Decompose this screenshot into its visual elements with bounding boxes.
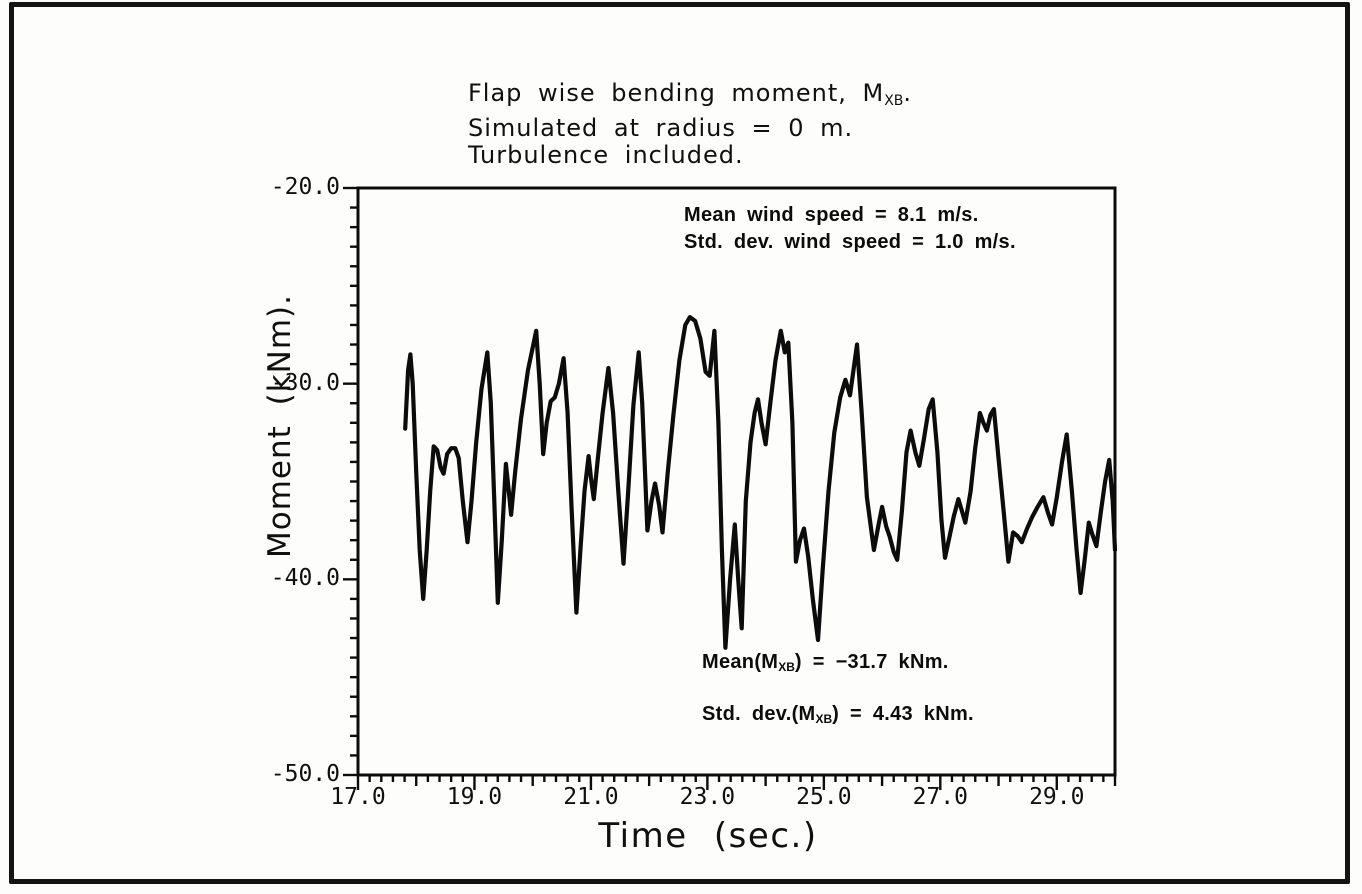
y-tick-label: -30.0 bbox=[270, 369, 340, 396]
std-subscript: XB bbox=[815, 712, 833, 726]
y-tick-label: -50.0 bbox=[270, 761, 340, 787]
x-tick-label: 17.0 bbox=[330, 784, 386, 810]
x-tick-label: 21.0 bbox=[563, 784, 619, 810]
x-tick-label: 25.0 bbox=[796, 784, 852, 810]
x-tick-label: 19.0 bbox=[446, 784, 503, 810]
mean-subscript: XB bbox=[778, 660, 795, 674]
x-tick-label: 29.0 bbox=[1029, 784, 1085, 810]
std-wind-speed-text: Std. dev. wind speed = 1.0 m/s. bbox=[684, 231, 1016, 253]
mean-wind-speed-text: Mean wind speed = 8.1 m/s. bbox=[684, 204, 979, 226]
chart-title-line2: Simulated at radius = 0 m. bbox=[468, 114, 854, 142]
mean-moment-annotation: Mean(MXB) = −31.7 kNm. bbox=[702, 651, 949, 674]
chart-title: Flap wise bending moment, MXB. Simulated… bbox=[468, 80, 912, 169]
x-tick-label: 27.0 bbox=[912, 784, 968, 810]
y-axis-label: Moment (kNm). bbox=[262, 293, 298, 559]
std-moment-annotation: Std. dev.(MXB) = 4.43 kNm. bbox=[702, 703, 974, 726]
wind-speed-annotation: Mean wind speed = 8.1 m/s. Std. dev. win… bbox=[684, 202, 1016, 256]
x-tick-label: 23.0 bbox=[679, 784, 736, 810]
y-tick-label: -20.0 bbox=[270, 174, 340, 200]
moment-series-line bbox=[403, 315, 1118, 650]
figure-border bbox=[9, 2, 1350, 884]
chart-title-line3: Turbulence included. bbox=[468, 141, 744, 169]
chart-title-line1: Flap wise bending moment, MXB. bbox=[468, 79, 913, 110]
y-tick-label: -40.0 bbox=[270, 565, 340, 592]
x-axis-label: Time (sec.) bbox=[598, 816, 818, 856]
title-subscript: XB bbox=[884, 93, 904, 109]
